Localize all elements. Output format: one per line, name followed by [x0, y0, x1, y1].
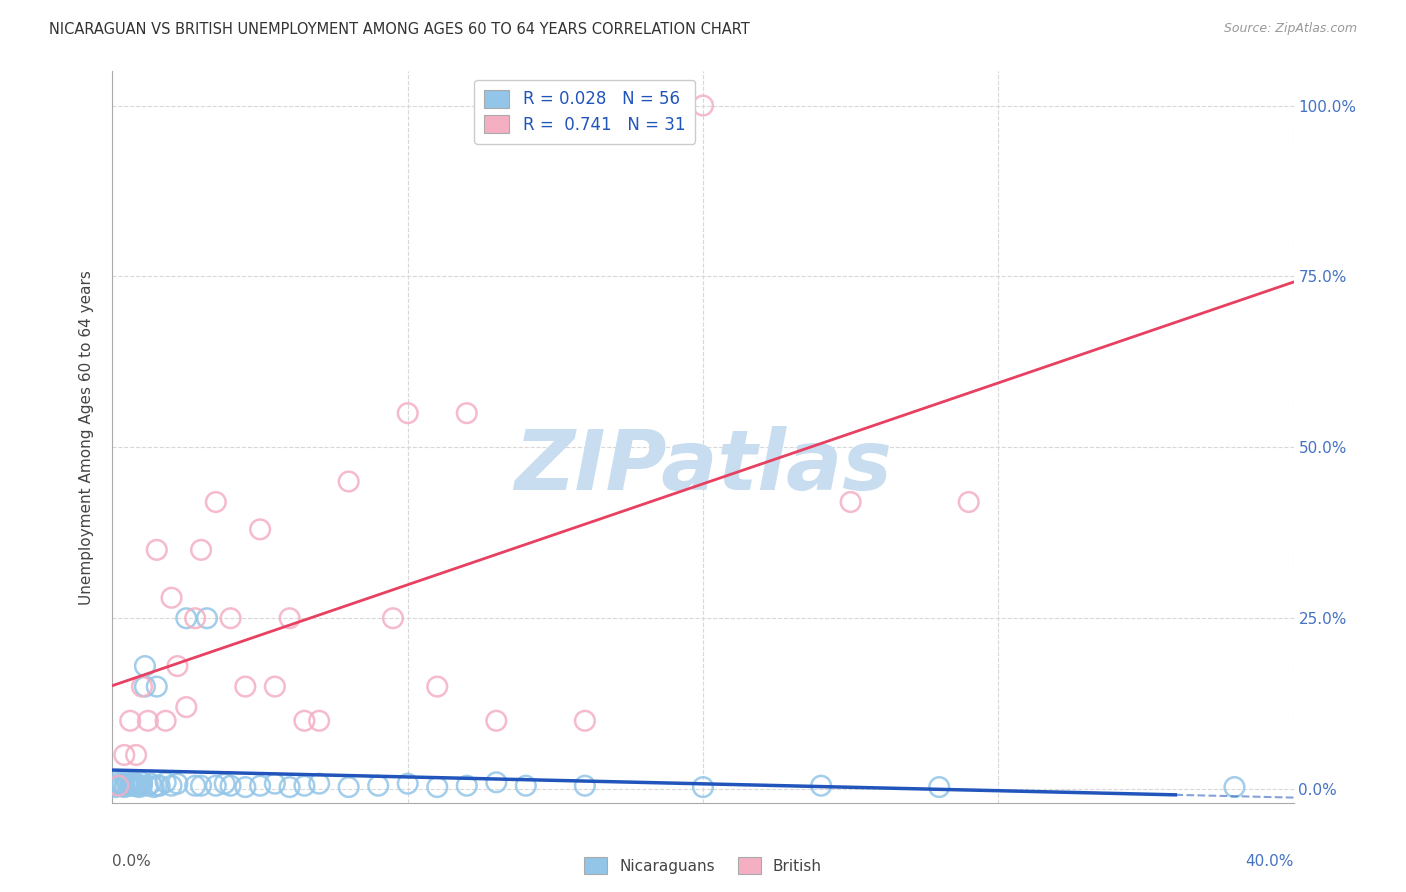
Point: [292, 779, 315, 793]
Text: 0.0%: 0.0%: [112, 854, 152, 869]
Point: [396, 406, 419, 420]
Point: [131, 680, 153, 694]
Point: [214, 777, 236, 791]
Point: [249, 779, 271, 793]
Point: [456, 406, 478, 420]
Point: [166, 777, 188, 791]
Text: Source: ZipAtlas.com: Source: ZipAtlas.com: [1223, 22, 1357, 36]
Point: [112, 780, 135, 794]
Point: [174, 611, 197, 625]
Point: [125, 747, 148, 762]
Point: [337, 475, 360, 489]
Point: [131, 779, 153, 793]
Point: [957, 495, 980, 509]
Point: [110, 777, 132, 791]
Point: [155, 775, 177, 789]
Point: [160, 779, 183, 793]
Point: [485, 775, 508, 789]
Text: 40.0%: 40.0%: [1246, 854, 1294, 869]
Point: [190, 542, 212, 557]
Text: NICARAGUAN VS BRITISH UNEMPLOYMENT AMONG AGES 60 TO 64 YEARS CORRELATION CHART: NICARAGUAN VS BRITISH UNEMPLOYMENT AMONG…: [49, 22, 749, 37]
Point: [101, 779, 124, 793]
Point: [219, 611, 242, 625]
Point: [107, 775, 129, 789]
Point: [278, 780, 301, 794]
Point: [136, 779, 159, 793]
Point: [1223, 780, 1246, 794]
Point: [367, 779, 389, 793]
Point: [136, 714, 159, 728]
Point: [125, 777, 148, 791]
Point: [249, 522, 271, 536]
Point: [112, 747, 135, 762]
Legend: R = 0.028   N = 56, R =  0.741   N = 31: R = 0.028 N = 56, R = 0.741 N = 31: [474, 79, 696, 144]
Point: [134, 659, 156, 673]
Point: [278, 611, 301, 625]
Point: [142, 780, 165, 794]
Point: [112, 778, 135, 792]
Point: [574, 779, 596, 793]
Point: [928, 780, 950, 794]
Point: [810, 779, 832, 793]
Point: [120, 714, 142, 728]
Point: [139, 777, 162, 791]
Point: [839, 495, 862, 509]
Point: [190, 779, 212, 793]
Point: [120, 777, 142, 791]
Text: ZIPatlas: ZIPatlas: [515, 425, 891, 507]
Point: [122, 779, 145, 793]
Point: [219, 779, 242, 793]
Point: [292, 714, 315, 728]
Point: [146, 680, 169, 694]
Point: [692, 780, 714, 794]
Point: [131, 775, 153, 789]
Point: [166, 659, 188, 673]
Point: [107, 779, 129, 793]
Point: [264, 680, 287, 694]
Point: [382, 611, 405, 625]
Point: [128, 780, 150, 794]
Point: [308, 714, 330, 728]
Point: [149, 779, 172, 793]
Point: [574, 714, 596, 728]
Point: [117, 775, 138, 789]
Point: [125, 779, 148, 793]
Legend: Nicaraguans, British: Nicaraguans, British: [578, 851, 828, 880]
Point: [160, 591, 183, 605]
Point: [205, 779, 228, 793]
Point: [184, 779, 207, 793]
Point: [456, 779, 478, 793]
Point: [184, 611, 207, 625]
Point: [110, 779, 132, 793]
Point: [426, 680, 449, 694]
Point: [515, 779, 537, 793]
Point: [155, 714, 177, 728]
Point: [146, 542, 169, 557]
Point: [264, 777, 287, 791]
Point: [134, 680, 156, 694]
Point: [128, 778, 150, 792]
Point: [233, 680, 256, 694]
Point: [692, 98, 714, 112]
Point: [104, 780, 127, 794]
Point: [485, 714, 508, 728]
Point: [122, 775, 145, 789]
Point: [117, 779, 138, 793]
Point: [174, 700, 197, 714]
Point: [233, 780, 256, 794]
Point: [205, 495, 228, 509]
Y-axis label: Unemployment Among Ages 60 to 64 years: Unemployment Among Ages 60 to 64 years: [79, 269, 94, 605]
Point: [120, 779, 142, 793]
Point: [107, 779, 129, 793]
Point: [308, 777, 330, 791]
Point: [195, 611, 218, 625]
Point: [426, 780, 449, 794]
Point: [146, 779, 169, 793]
Point: [337, 780, 360, 794]
Point: [396, 777, 419, 791]
